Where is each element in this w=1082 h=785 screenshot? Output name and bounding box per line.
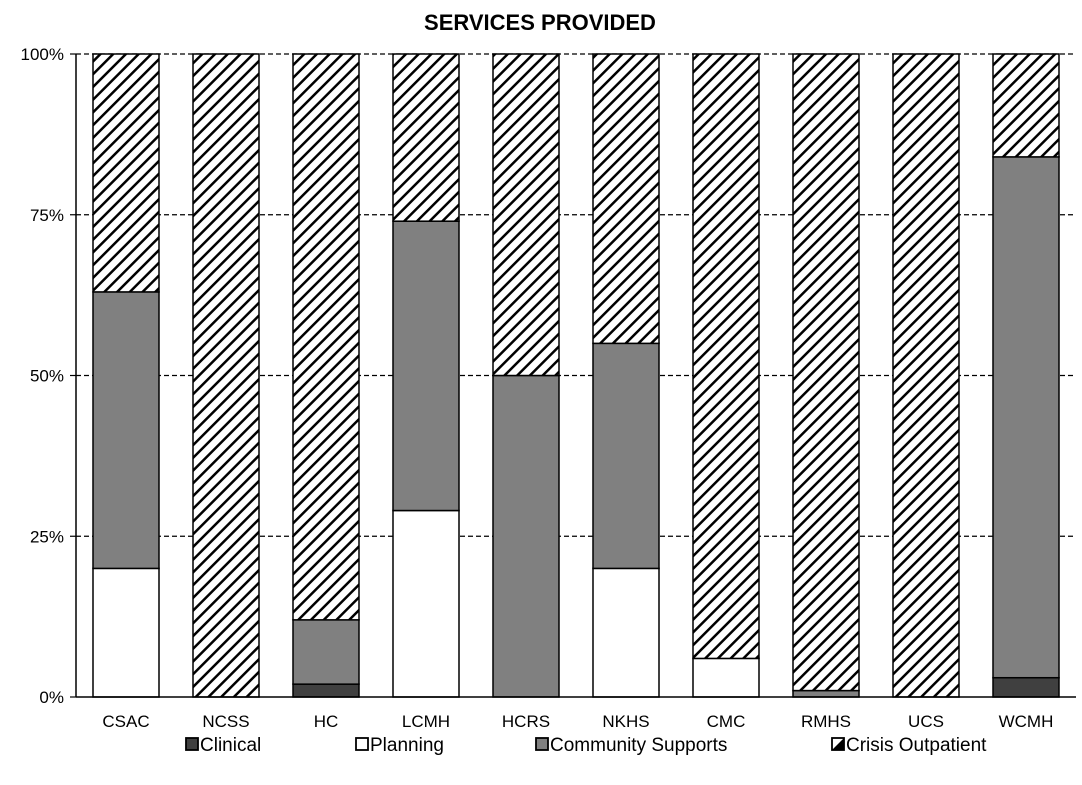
bar-segment [192,53,260,698]
x-tick-label: WCMH [999,712,1054,731]
y-tick-label: 75% [30,206,64,225]
bar-segment [292,619,360,685]
bar-segment [792,689,860,698]
bar-segment [92,53,160,293]
bar-segment [992,156,1060,679]
bar-segment [992,676,1060,698]
x-tick-label: NCSS [202,712,249,731]
bar-segment [792,53,860,692]
x-tick-label: HCRS [502,712,550,731]
y-tick-label: 0% [39,688,64,707]
legend-label: Community Supports [550,735,727,756]
legend-swatch [355,737,369,751]
legend-swatch-hatch [832,738,844,750]
bars [92,53,1060,698]
bar-segment [492,374,560,698]
legend-label: Planning [370,735,444,756]
x-tick-label: HC [314,712,339,731]
bar-segment [492,53,560,377]
bar-segment [392,509,460,698]
y-tick-label: 100% [21,45,64,64]
bar-segment [692,657,760,698]
legend-swatch [535,737,549,751]
x-tick-label: LCMH [402,712,450,731]
legend-swatch [185,737,199,751]
bar-segment [392,53,460,222]
y-tick-label: 50% [30,367,64,386]
x-tick-label: NKHS [602,712,649,731]
bar-segment [292,683,360,698]
bar-segment [992,53,1060,158]
x-tick-label: CMC [707,712,746,731]
legend-label: Clinical [200,735,261,756]
y-axis-ticks: 0% 25% 50% 75% 100% [21,45,76,707]
legend-label: Crisis Outpatient [846,735,987,756]
x-tick-label: RMHS [801,712,851,731]
legend: Clinical Planning Community Supports Crisis… [185,735,987,756]
bar-segment [392,220,460,512]
bar-segment [592,567,660,698]
bar-segment [92,567,160,698]
bar-segment [592,342,660,570]
bar-segment [892,53,960,698]
bar-segment [692,53,760,660]
bar-segment [292,53,360,621]
x-axis-ticks: CSAC NCSS HC LCMH HCRS NKHS CMC RMHS UCS WCMH [102,712,1053,731]
bar-segment [92,291,160,570]
chart-title: SERVICES PROVIDED [424,10,656,35]
y-tick-label: 25% [30,527,64,546]
x-tick-label: UCS [908,712,944,731]
x-tick-label: CSAC [102,712,149,731]
bar-segment [592,53,660,345]
